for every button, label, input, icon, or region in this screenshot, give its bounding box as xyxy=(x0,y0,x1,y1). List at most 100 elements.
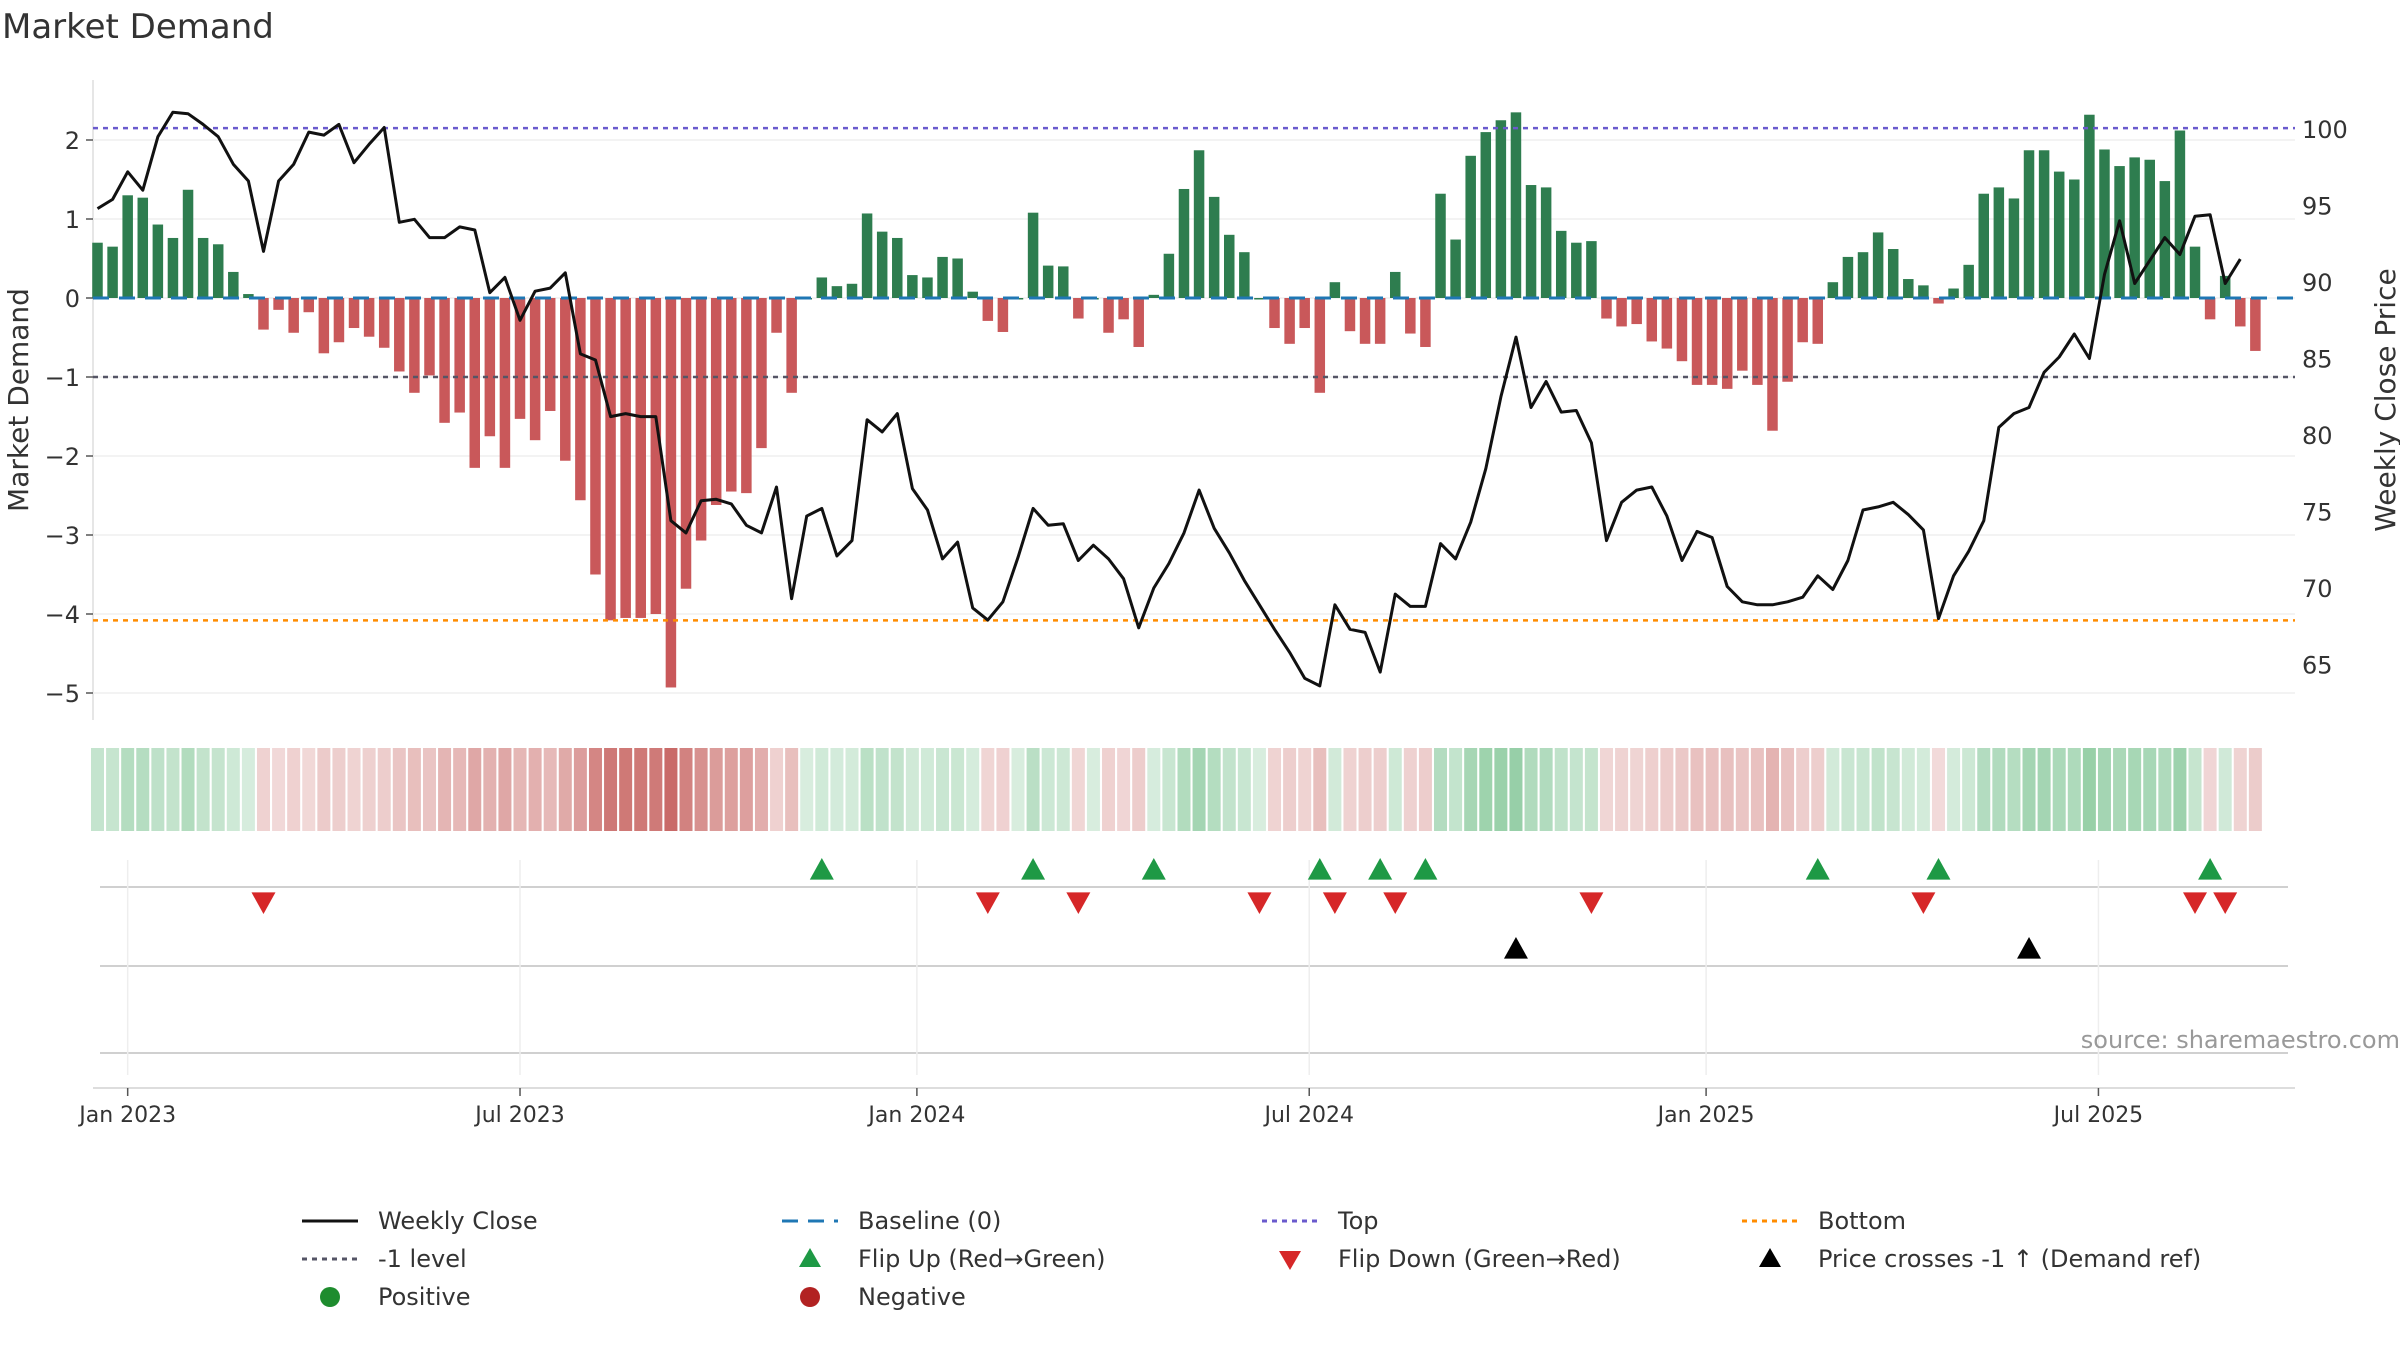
demand-bar xyxy=(665,298,677,688)
flip-down-marker xyxy=(1579,892,1604,914)
demand-bar xyxy=(952,258,963,298)
weekly-close-line xyxy=(96,110,2242,688)
heat-cell xyxy=(1313,748,1327,831)
heat-cell xyxy=(196,748,210,831)
heat-cell xyxy=(1479,748,1493,831)
demand-bar xyxy=(1797,298,1808,343)
heat-cell xyxy=(860,748,874,831)
flip-up-marker xyxy=(809,858,834,880)
demand-bar xyxy=(318,298,330,354)
heat-cell xyxy=(604,748,618,831)
demand-bar xyxy=(2038,150,2050,298)
y2-tick-label: 75 xyxy=(2302,499,2333,527)
demand-bar xyxy=(831,286,843,298)
heat-cell xyxy=(332,748,346,831)
heat-cell xyxy=(1328,748,1342,831)
demand-bar xyxy=(484,298,496,437)
heat-cell xyxy=(1207,748,1221,831)
demand-bar xyxy=(303,298,315,313)
demand-bar xyxy=(2219,275,2231,298)
demand-bar xyxy=(348,298,360,329)
demand-bar xyxy=(273,298,284,310)
flip-down-marker xyxy=(1247,892,1272,914)
heat-cell xyxy=(1811,748,1825,831)
heat-cell xyxy=(558,748,572,831)
x-tick-label: Jul 2023 xyxy=(473,1103,565,1128)
demand-bar xyxy=(1691,298,1703,385)
demand-bar xyxy=(605,298,616,621)
y2-tick-label: 90 xyxy=(2302,269,2333,297)
heat-cell xyxy=(1977,748,1991,831)
demand-bar xyxy=(1812,298,1824,344)
heat-cell xyxy=(1494,748,1508,831)
heat-cell xyxy=(136,748,150,831)
heat-cell xyxy=(2067,748,2081,831)
heat-cell xyxy=(573,748,587,831)
demand-bar xyxy=(1706,298,1718,385)
legend-label: -1 level xyxy=(378,1245,467,1273)
demand-bar xyxy=(710,298,722,505)
demand-bar xyxy=(2023,150,2035,298)
demand-bar xyxy=(1978,193,1989,298)
heat-cell xyxy=(830,748,844,831)
demand-bar xyxy=(1329,282,1341,298)
demand-bar xyxy=(1510,112,1522,298)
heat-cell xyxy=(2037,748,2051,831)
demand-bar xyxy=(92,242,103,298)
legend-item: Positive xyxy=(300,1281,780,1313)
demand-bar xyxy=(1601,298,1612,319)
legend-swatch-icon xyxy=(1759,1248,1781,1267)
heat-cell xyxy=(1735,748,1749,831)
heat-cell xyxy=(1962,748,1976,831)
heat-cell xyxy=(905,748,919,831)
demand-bar xyxy=(876,231,888,298)
heat-cell xyxy=(588,748,602,831)
demand-bar xyxy=(152,224,164,298)
demand-bar xyxy=(846,283,858,298)
demand-bar xyxy=(499,298,511,468)
heat-cell xyxy=(1403,748,1417,831)
demand-bar xyxy=(967,291,978,298)
y-tick-label: 1 xyxy=(65,206,80,234)
heat-cell xyxy=(106,748,120,831)
heat-cell xyxy=(1630,748,1644,831)
demand-bar xyxy=(2114,166,2125,298)
demand-bar xyxy=(107,246,118,298)
heat-cell xyxy=(1162,748,1176,831)
demand-bar xyxy=(1103,298,1114,333)
demand-bar xyxy=(1586,241,1597,298)
heat-cell xyxy=(1041,748,1055,831)
heat-cell xyxy=(1343,748,1357,831)
heat-cell xyxy=(1509,748,1523,831)
demand-bar xyxy=(1465,155,1476,298)
demand-bar xyxy=(2174,130,2186,298)
legend-item: Flip Up (Red→Green) xyxy=(780,1243,1260,1275)
legend-swatch-icon xyxy=(1279,1251,1301,1270)
heat-cell xyxy=(347,748,361,831)
heat-cell xyxy=(1388,748,1402,831)
heat-cell xyxy=(1192,748,1206,831)
heat-cell xyxy=(1931,748,1945,831)
flip-up-marker xyxy=(2198,858,2223,880)
demand-bar xyxy=(424,298,435,376)
legend-swatch-icon xyxy=(1742,1219,1798,1223)
demand-bar xyxy=(1495,120,1507,298)
legend-item: Flip Down (Green→Red) xyxy=(1260,1243,1740,1275)
heat-cell xyxy=(1268,748,1282,831)
demand-bar xyxy=(122,195,133,298)
demand-bar xyxy=(907,275,918,298)
demand-bar xyxy=(1042,265,1054,298)
heat-cell xyxy=(2097,748,2111,831)
heat-cell xyxy=(724,748,738,831)
heat-cell xyxy=(1992,748,2006,831)
flip-up-marker xyxy=(1141,858,1166,880)
flip-down-marker xyxy=(1383,892,1408,914)
heat-cell xyxy=(1886,748,1900,831)
demand-bar xyxy=(1918,285,1929,298)
demand-bar xyxy=(1269,298,1280,329)
demand-bar xyxy=(409,298,420,393)
heat-cell xyxy=(845,748,859,831)
heat-cell xyxy=(151,748,165,831)
demand-bar xyxy=(1359,298,1371,344)
